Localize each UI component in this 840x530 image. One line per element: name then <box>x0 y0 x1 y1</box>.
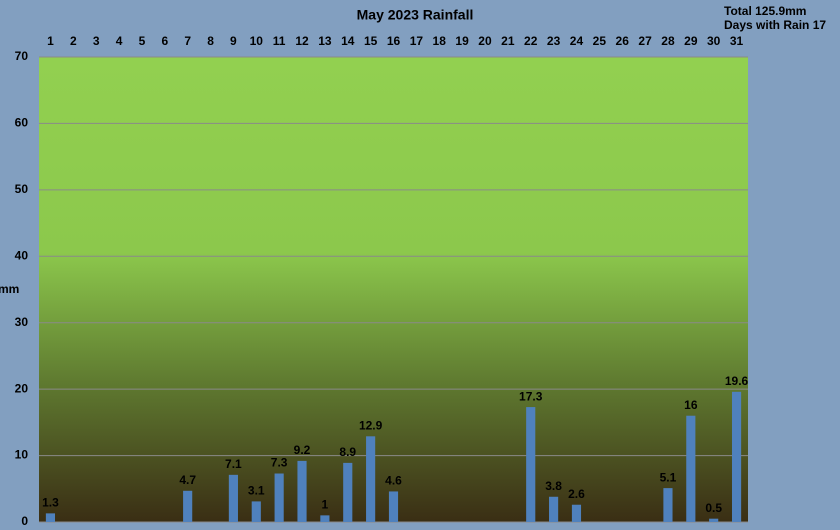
x-tick-label: 31 <box>730 34 744 48</box>
y-tick-label: 30 <box>15 315 29 329</box>
y-tick-label: 0 <box>21 514 28 528</box>
x-tick-label: 9 <box>230 34 237 48</box>
x-tick-label: 26 <box>616 34 630 48</box>
value-label: 7.1 <box>225 457 242 471</box>
bar <box>251 501 261 522</box>
x-tick-label: 25 <box>593 34 607 48</box>
bar <box>526 407 536 522</box>
x-tick-label: 5 <box>139 34 146 48</box>
value-label: 1.3 <box>42 496 59 510</box>
value-label: 7.3 <box>271 456 288 470</box>
bar <box>343 462 353 522</box>
x-tick-label: 7 <box>184 34 191 48</box>
y-tick-label: 20 <box>15 381 29 395</box>
y-tick-label: 50 <box>15 182 29 196</box>
value-label: 17.3 <box>519 389 543 403</box>
plot-area <box>39 57 748 522</box>
bar <box>297 460 307 522</box>
value-label: 16 <box>684 398 698 412</box>
x-tick-label: 11 <box>273 34 286 48</box>
bar <box>274 473 284 522</box>
value-label: 1 <box>322 498 329 512</box>
x-tick-label: 22 <box>524 34 538 48</box>
y-axis-label: mm <box>0 282 19 296</box>
bar <box>45 513 56 522</box>
x-tick-label: 27 <box>638 34 652 48</box>
bar <box>388 491 399 522</box>
x-tick-label: 14 <box>341 34 355 48</box>
value-label: 3.1 <box>248 484 265 498</box>
x-tick-label: 28 <box>661 34 675 48</box>
bar <box>686 415 696 522</box>
x-tick-label: 23 <box>547 34 561 48</box>
value-label: 8.9 <box>339 445 356 459</box>
value-label: 9.2 <box>294 443 311 457</box>
x-tick-label: 12 <box>295 34 309 48</box>
x-tick-label: 29 <box>684 34 698 48</box>
value-label: 19.6 <box>725 374 749 388</box>
x-tick-label: 8 <box>207 34 214 48</box>
bar <box>663 488 673 522</box>
x-tick-label: 18 <box>433 34 447 48</box>
x-tick-label: 1 <box>47 34 54 48</box>
x-tick-label: 10 <box>250 34 264 48</box>
x-tick-label: 4 <box>116 34 123 48</box>
x-tick-label: 16 <box>387 34 401 48</box>
x-tick-label: 24 <box>570 34 584 48</box>
x-tick-label: 3 <box>93 34 100 48</box>
x-tick-label: 15 <box>364 34 378 48</box>
value-label: 4.6 <box>385 474 402 488</box>
y-tick-label: 60 <box>15 116 29 130</box>
x-tick-label: 21 <box>501 34 515 48</box>
value-label: 0.5 <box>705 501 722 515</box>
annotation: Total 125.9mm <box>724 4 806 18</box>
bar <box>571 504 582 522</box>
x-tick-label: 30 <box>707 34 721 48</box>
x-tick-label: 17 <box>410 34 424 48</box>
bar <box>709 518 719 522</box>
y-tick-label: 10 <box>15 448 29 462</box>
value-label: 2.6 <box>568 487 585 501</box>
x-tick-label: 2 <box>70 34 77 48</box>
annotation: Days with Rain 17 <box>724 18 826 32</box>
bar <box>320 515 330 522</box>
x-tick-label: 6 <box>161 34 168 48</box>
bar <box>731 391 742 522</box>
bar <box>549 496 559 522</box>
x-tick-label: 19 <box>455 34 469 48</box>
x-tick-label: 13 <box>318 34 332 48</box>
value-label: 12.9 <box>359 418 383 432</box>
chart-title: May 2023 Rainfall <box>357 7 474 23</box>
bar <box>228 474 238 522</box>
y-tick-label: 40 <box>15 248 29 262</box>
value-label: 4.7 <box>179 473 196 487</box>
bar <box>366 436 376 522</box>
bar <box>183 490 193 522</box>
y-tick-label: 70 <box>15 49 29 63</box>
value-label: 3.8 <box>545 479 562 493</box>
x-tick-label: 20 <box>478 34 492 48</box>
value-label: 5.1 <box>660 470 677 484</box>
